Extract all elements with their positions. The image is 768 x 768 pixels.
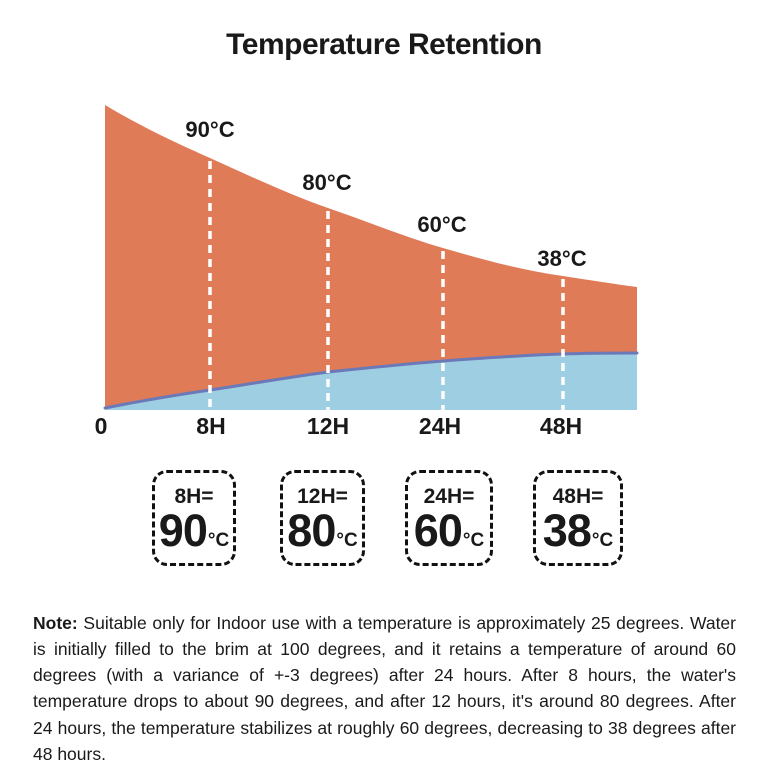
hot-area-shape bbox=[105, 105, 637, 410]
badge-value: 80 bbox=[287, 505, 336, 557]
temperature-area-chart bbox=[103, 105, 639, 410]
badge-unit: °C bbox=[591, 530, 614, 552]
note-text: Suitable only for Indoor use with a temp… bbox=[33, 612, 736, 764]
badge-unit: °C bbox=[462, 530, 485, 552]
temp-badge-48h: 48H= 38 °C bbox=[533, 470, 623, 566]
badge-value: 60 bbox=[413, 505, 463, 557]
temp-badge-12h: 12H= 80 °C bbox=[280, 470, 365, 566]
badge-unit: °C bbox=[336, 530, 358, 552]
badge-unit: °C bbox=[207, 530, 230, 552]
x-tick-48h: 48H bbox=[539, 413, 583, 439]
badge-value: 38 bbox=[542, 505, 592, 557]
curve-annotation-48h: 38°C bbox=[537, 246, 587, 271]
badge-time-label: 12H= bbox=[297, 485, 348, 509]
curve-annotation-12h: 80°C bbox=[302, 170, 352, 195]
badge-value-row: 80 °C bbox=[287, 505, 358, 557]
badge-value-row: 90 °C bbox=[158, 505, 230, 557]
cool-area-shape bbox=[105, 353, 637, 410]
badge-value-row: 38 °C bbox=[542, 505, 614, 557]
badge-time-label: 48H= bbox=[552, 485, 604, 509]
badge-time-label: 8H= bbox=[174, 485, 214, 509]
temp-badge-8h: 8H= 90 °C bbox=[152, 470, 236, 566]
note-paragraph: Note: Suitable only for Indoor use with … bbox=[33, 610, 736, 768]
x-tick-0: 0 bbox=[94, 413, 108, 439]
x-tick-12h: 12H bbox=[306, 413, 350, 439]
note-label: Note: bbox=[33, 612, 78, 633]
x-tick-8h: 8H bbox=[196, 413, 226, 439]
temp-badge-24h: 24H= 60 °C bbox=[405, 470, 493, 566]
curve-annotation-24h: 60°C bbox=[417, 212, 467, 237]
badge-time-label: 24H= bbox=[423, 485, 475, 509]
badge-value: 90 bbox=[158, 505, 208, 557]
curve-annotation-8h: 90°C bbox=[185, 117, 235, 142]
page-title: Temperature Retention bbox=[226, 28, 542, 61]
x-tick-24h: 24H bbox=[418, 413, 462, 439]
badge-value-row: 60 °C bbox=[413, 505, 485, 557]
